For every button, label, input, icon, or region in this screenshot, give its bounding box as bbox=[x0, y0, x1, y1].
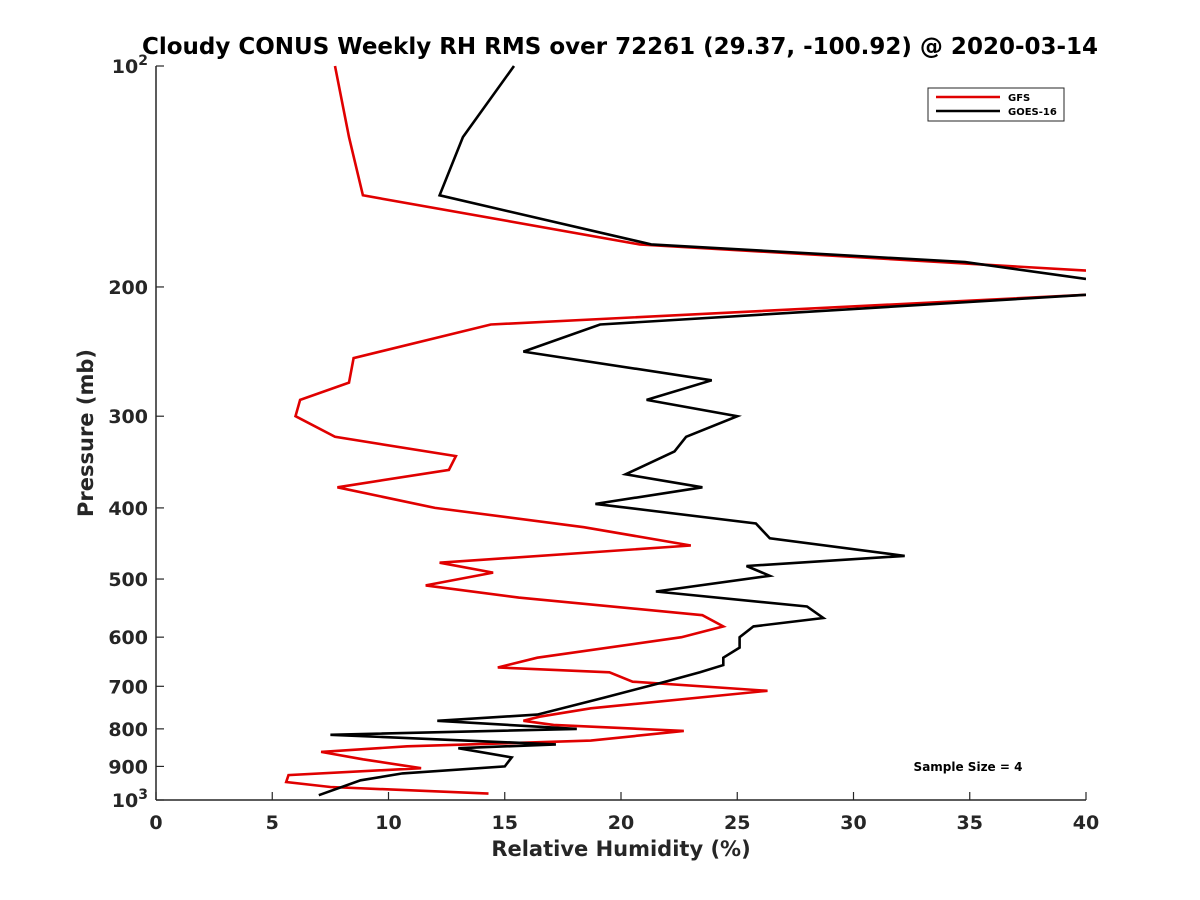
chart-title: Cloudy CONUS Weekly RH RMS over 72261 (2… bbox=[142, 34, 1098, 60]
x-tick-label: 10 bbox=[375, 812, 401, 834]
y-tick-label: 900 bbox=[108, 756, 148, 778]
x-tick-label: 5 bbox=[266, 812, 279, 834]
x-tick-label: 20 bbox=[608, 812, 634, 834]
legend: GFS GOES-16 bbox=[927, 87, 1065, 122]
legend-box bbox=[927, 87, 1065, 122]
x-axis-label: Relative Humidity (%) bbox=[491, 837, 750, 861]
legend-label: GFS bbox=[1008, 93, 1030, 104]
y-axis-label: Pressure (mb) bbox=[74, 349, 98, 517]
y-tick-label: 103 bbox=[112, 787, 148, 812]
y-tick-label: 200 bbox=[108, 277, 148, 299]
x-axis-ticks: 0 5 10 15 20 25 30 35 40 bbox=[149, 792, 1099, 834]
sample-size-annotation: Sample Size = 4 bbox=[914, 760, 1023, 774]
plot-area: 0 5 10 15 20 25 30 35 40 102 200 300 400 500 600 700 80… bbox=[74, 53, 1099, 861]
x-tick-label: 35 bbox=[957, 812, 983, 834]
series-line-goes-16 bbox=[318, 65, 1086, 797]
x-tick-label: 30 bbox=[840, 812, 866, 834]
x-tick-label: 40 bbox=[1073, 812, 1099, 834]
y-tick-label: 700 bbox=[108, 676, 148, 698]
y-tick-label: 600 bbox=[108, 627, 148, 649]
y-tick-label: 400 bbox=[108, 498, 148, 520]
y-tick-label: 800 bbox=[108, 719, 148, 741]
series-layer bbox=[284, 65, 1086, 797]
x-tick-label: 25 bbox=[724, 812, 750, 834]
y-axis-ticks: 102 200 300 400 500 600 700 800 900 103 bbox=[108, 53, 164, 812]
legend-label: GOES-16 bbox=[1008, 107, 1057, 118]
y-tick-label: 500 bbox=[108, 569, 148, 591]
x-tick-label: 15 bbox=[492, 812, 518, 834]
y-tick-label: 102 bbox=[112, 53, 148, 78]
x-tick-label: 0 bbox=[149, 812, 162, 834]
y-tick-label: 300 bbox=[108, 406, 148, 428]
